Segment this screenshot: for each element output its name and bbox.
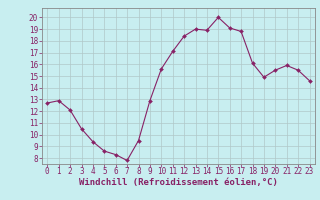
X-axis label: Windchill (Refroidissement éolien,°C): Windchill (Refroidissement éolien,°C): [79, 178, 278, 187]
